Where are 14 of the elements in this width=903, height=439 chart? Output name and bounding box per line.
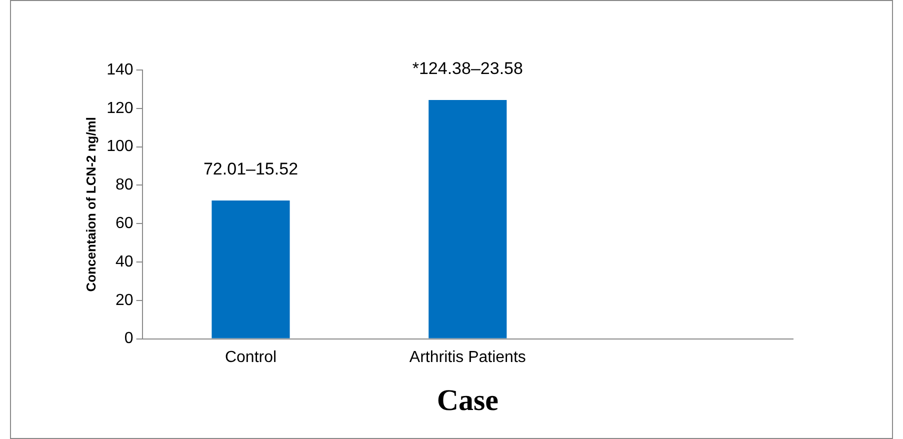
y-tick-label: 120: [106, 100, 134, 117]
data-label: *124.38–23.58: [412, 59, 523, 78]
y-tick-label: 140: [106, 61, 134, 78]
y-axis-title: Concentaion of LCN-2 ng/ml: [83, 117, 98, 292]
y-tick-label: 40: [116, 253, 134, 270]
y-tick-label: 0: [124, 330, 134, 348]
y-tick-label: 60: [116, 215, 134, 232]
x-axis-title: Case: [436, 384, 498, 417]
data-label: 72.01–15.52: [203, 160, 298, 179]
x-tick-label: Arthritis Patients: [409, 348, 526, 366]
y-tick-label: 80: [116, 176, 134, 194]
y-tick-label: 20: [116, 292, 134, 309]
x-tick-label: Control: [224, 348, 277, 366]
y-tick-label: 100: [106, 138, 134, 156]
